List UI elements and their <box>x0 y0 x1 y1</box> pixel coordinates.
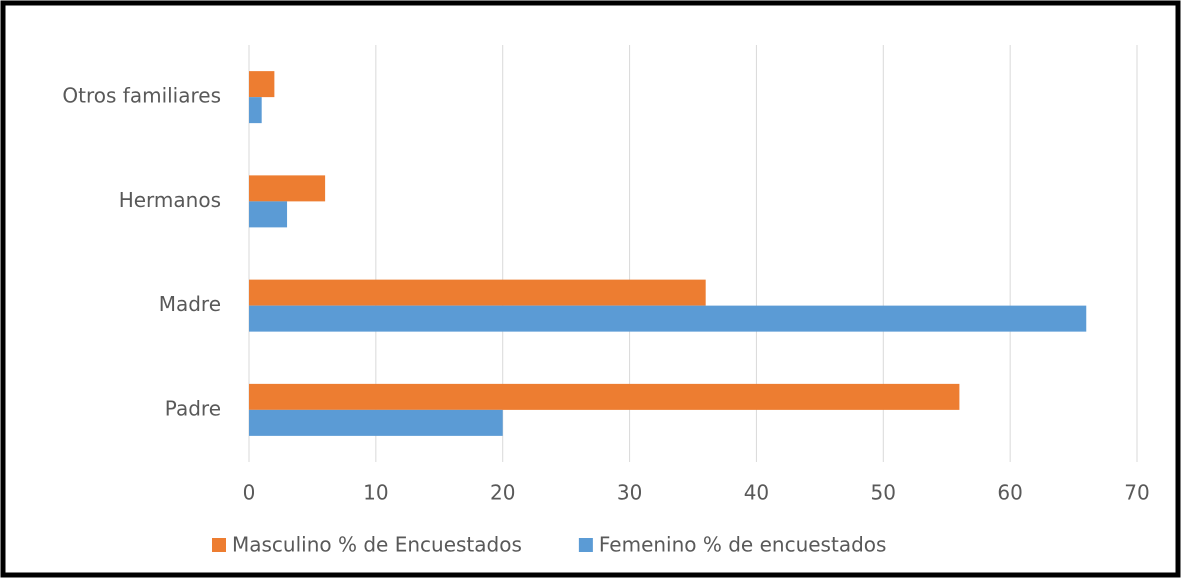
bar <box>249 97 262 124</box>
bar <box>249 201 288 228</box>
y-tick-label: Hermanos <box>119 188 221 212</box>
x-tick-label: 70 <box>1124 481 1149 505</box>
bar <box>249 409 503 436</box>
x-tick-label: 20 <box>490 481 515 505</box>
legend-swatch <box>212 538 226 552</box>
x-tick-label: 50 <box>871 481 896 505</box>
y-tick-label: Padre <box>165 396 221 420</box>
bar <box>249 279 706 306</box>
bar <box>249 305 1087 332</box>
legend-swatch <box>578 538 593 552</box>
legend-label: Masculino % de Encuestados <box>232 533 522 557</box>
x-tick-label: 0 <box>243 481 256 505</box>
bar <box>249 383 960 410</box>
x-tick-label: 40 <box>744 481 769 505</box>
legend-label: Femenino % de encuestados <box>599 533 887 557</box>
bar <box>249 71 275 98</box>
x-tick-label: 60 <box>997 481 1022 505</box>
y-tick-label: Madre <box>159 292 221 316</box>
x-tick-label: 10 <box>363 481 388 505</box>
x-tick-label: 30 <box>617 481 642 505</box>
bar <box>249 175 326 202</box>
y-tick-label: Otros familiares <box>62 84 221 108</box>
